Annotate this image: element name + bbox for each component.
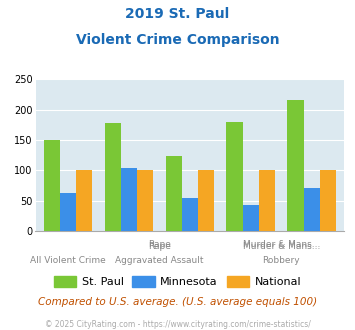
- Bar: [320, 170, 336, 231]
- Bar: [44, 140, 60, 231]
- Bar: [165, 156, 182, 231]
- Text: 2019 St. Paul: 2019 St. Paul: [125, 7, 230, 20]
- Bar: [226, 122, 243, 231]
- Text: Rape: Rape: [148, 241, 171, 249]
- Bar: [60, 193, 76, 231]
- Bar: [304, 188, 320, 231]
- Text: Violent Crime Comparison: Violent Crime Comparison: [76, 33, 279, 47]
- Text: Robbery: Robbery: [263, 256, 300, 265]
- Bar: [182, 198, 198, 231]
- Bar: [243, 206, 259, 231]
- Text: All Violent Crime: All Violent Crime: [30, 256, 106, 265]
- Bar: [288, 100, 304, 231]
- Text: Aggravated Assault: Aggravated Assault: [115, 256, 204, 265]
- Text: Compared to U.S. average. (U.S. average equals 100): Compared to U.S. average. (U.S. average …: [38, 297, 317, 307]
- Legend: St. Paul, Minnesota, National: St. Paul, Minnesota, National: [49, 271, 306, 291]
- Bar: [121, 168, 137, 231]
- Bar: [137, 170, 153, 231]
- Bar: [198, 170, 214, 231]
- Text: Murder & Mans...: Murder & Mans...: [243, 242, 320, 251]
- Bar: [259, 170, 275, 231]
- Bar: [105, 123, 121, 231]
- Bar: [76, 170, 92, 231]
- Text: Rape: Rape: [148, 242, 171, 251]
- Text: Murder & Mans...: Murder & Mans...: [243, 241, 320, 249]
- Text: © 2025 CityRating.com - https://www.cityrating.com/crime-statistics/: © 2025 CityRating.com - https://www.city…: [45, 320, 310, 329]
